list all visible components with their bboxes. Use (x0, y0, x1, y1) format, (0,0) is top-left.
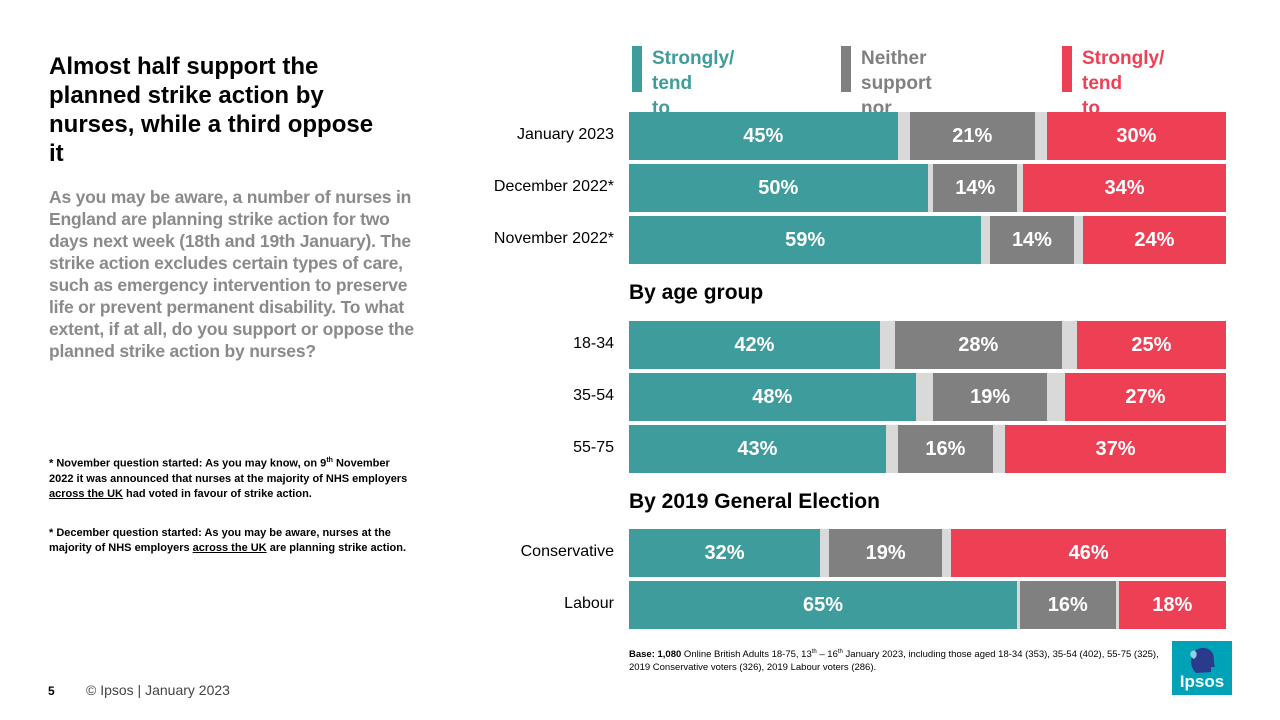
category-label: November 2022* (493, 230, 614, 247)
page-number: 5 (48, 684, 55, 698)
oppose-segment: 46% (951, 529, 1226, 577)
category-label: December 2022* (493, 178, 614, 195)
base-note-text1: Online British Adults 18-75, 13 (681, 649, 812, 661)
neither-segment: 14% (933, 164, 1018, 212)
category-label: 35-54 (573, 387, 614, 404)
note1-middle: November 2022 it was announced that nurs… (49, 457, 408, 485)
ipsos-logo: Ipsos (1172, 641, 1232, 695)
note2-underline: across the UK (192, 542, 267, 554)
category-label: Labour (564, 595, 614, 612)
support-segment: 48% (629, 373, 916, 421)
survey-question: As you may be aware, a number of nurses … (49, 187, 414, 361)
section-heading: By age group (629, 281, 764, 304)
support-segment: 32% (629, 529, 821, 577)
base-note-text3: January 2023, including those aged 18-34… (629, 649, 1159, 674)
legend-swatch (841, 46, 851, 92)
neither-segment: 19% (828, 529, 943, 577)
support-segment: 43% (629, 425, 886, 473)
slide-title: Almost half support the planned strike a… (49, 53, 374, 167)
note2-prefix: * December question started: As you may … (49, 527, 391, 554)
bar-row: 50% 14% 34% (629, 164, 1226, 212)
bar-row: 45% 21% 30% (629, 112, 1226, 160)
oppose-segment: 24% (1082, 216, 1226, 264)
note1-sup: th (326, 457, 333, 464)
neither-segment: 16% (1020, 581, 1116, 629)
oppose-segment: 25% (1076, 321, 1226, 369)
base-note-sup2: th (837, 649, 843, 655)
oppose-segment: 27% (1064, 373, 1226, 421)
base-note-bold: Base: 1,080 (629, 649, 682, 661)
bar-row: 59% 14% 24% (629, 216, 1226, 264)
support-segment: 45% (629, 112, 898, 160)
support-segment: 50% (629, 164, 928, 212)
ipsos-head-icon (1190, 647, 1215, 673)
note1-prefix: * November question started: As you may … (49, 457, 327, 470)
oppose-segment: 37% (1005, 425, 1226, 473)
december-question-note: * December question started: As you may … (49, 526, 409, 556)
legend-swatch (632, 46, 642, 92)
legend-swatch (1062, 46, 1072, 92)
section-heading: By 2019 General Election (629, 490, 880, 513)
logo-text: Ipsos (1179, 672, 1225, 691)
note1-suffix: had voted in favour of strike action. (122, 487, 312, 500)
category-label: 55-75 (573, 439, 614, 456)
neither-segment: 16% (897, 425, 994, 473)
oppose-segment: 30% (1046, 112, 1226, 160)
support-segment: 42% (629, 321, 880, 369)
neither-segment: 14% (990, 216, 1074, 264)
bar-row: 32% 19% 46% (629, 529, 1226, 577)
bar-row: 43% 16% 37% (629, 425, 1226, 473)
bar-row: 48% 19% 27% (629, 373, 1226, 421)
bar-row: 65% 16% 18% (629, 581, 1226, 629)
neither-segment: 21% (909, 112, 1035, 160)
neither-segment: 28% (894, 321, 1062, 369)
category-label: 18-34 (573, 335, 614, 352)
base-note: Base: 1,080 Online British Adults 18-75,… (629, 646, 1159, 674)
base-note-sup1: th (811, 649, 817, 655)
note2-suffix: are planning strike action. (266, 542, 407, 554)
oppose-segment: 18% (1118, 581, 1226, 629)
neither-segment: 19% (933, 373, 1047, 421)
support-segment: 59% (629, 216, 982, 264)
bar-row: 42% 28% 25% (629, 321, 1226, 369)
oppose-segment: 34% (1023, 164, 1226, 212)
category-label: Conservative (520, 543, 614, 560)
november-question-note: * November question started: As you may … (49, 453, 409, 502)
base-note-text2: – 16 (816, 649, 838, 661)
category-label: January 2023 (517, 126, 614, 143)
copyright: © Ipsos | January 2023 (86, 682, 230, 698)
note1-underline: across the UK (49, 487, 123, 500)
support-segment: 65% (629, 581, 1018, 629)
